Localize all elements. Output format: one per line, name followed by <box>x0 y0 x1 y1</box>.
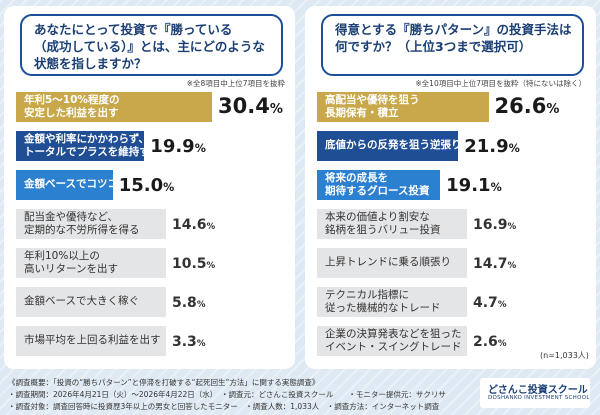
bar-value-2: 21.9% <box>464 136 520 157</box>
sample-size-label: (n=1,033人) <box>540 351 589 360</box>
right-note: ※全10項目中上位7項目を抜粋（特にないは除く） <box>415 79 586 88</box>
logo-subtitle: DOSHANKO INVESTMENT SCHOOL <box>488 395 590 401</box>
bar-7 <box>317 326 467 356</box>
bar-7 <box>16 326 166 356</box>
bar-3 <box>317 170 441 200</box>
bar-value-3: 15.0% <box>118 175 175 196</box>
bar-value-3: 19.1% <box>446 175 502 196</box>
school-logo: どさんこ投資スクール DOSHANKO INVESTMENT SCHOOL <box>480 378 590 408</box>
footer-line-3: ・調査対象：調査回答時に投資歴3年以上の男女と回答したモニター ・調査人数：1,… <box>8 402 440 411</box>
bar-label-6: 金額ベースで大きく稼ぐ <box>24 295 139 307</box>
bar-label-5: 上昇トレンドに乗る順張り <box>325 256 451 268</box>
right-chart-panel: 得意とする『勝ちパターン』の投資手法は 何ですか？（上位3つまで選択可） ※全1… <box>305 6 596 369</box>
bar-label-5: 年利10%以上の 高いリターンを出す <box>24 250 118 275</box>
bar-label-3: 金額ベースでコツコツ稼ぐ <box>24 178 150 190</box>
bar-label-6: テクニカル指標に 従った機械的なトレード <box>325 289 441 314</box>
bar-value-1: 30.4% <box>218 94 283 118</box>
left-note: ※全8項目中上位7項目を抜粋 <box>186 79 285 88</box>
left-question-text: あなたにとって投資で『勝っている （成功している）』とは、主にどのような 状態を… <box>34 22 265 71</box>
bar-value-7: 2.6% <box>473 334 507 350</box>
bar-5 <box>317 248 467 278</box>
bar-label-1: 高配当や優待を狙う 長期保有・積立 <box>325 94 420 119</box>
bar-2 <box>317 131 459 161</box>
bar-2 <box>16 131 145 161</box>
bar-value-4: 14.6% <box>172 217 216 233</box>
bar-value-1: 26.6% <box>494 94 560 118</box>
right-question-text: 得意とする『勝ちパターン』の投資手法は 何ですか？（上位3つまで選択可） <box>335 22 572 54</box>
bar-value-6: 4.7% <box>473 295 507 311</box>
bar-value-5: 10.5% <box>172 256 216 272</box>
bar-6 <box>16 287 166 317</box>
bar-label-4: 配当金や優待など、 定期的な不労所得を得る <box>24 211 140 236</box>
bar-value-7: 3.3% <box>172 334 206 350</box>
bar-6 <box>317 287 467 317</box>
bar-4 <box>317 209 467 239</box>
bar-value-6: 5.8% <box>172 295 206 311</box>
footer-line-1: 《調査概要：「投資の“勝ちパターン”と停滞を打破する“起死回生”方法」に関する実… <box>8 378 320 387</box>
bar-value-4: 16.9% <box>473 217 517 233</box>
bar-label-2: 金額や利率にかかわらず、 トータルでプラスを維持する <box>24 133 161 158</box>
right-question-box: 得意とする『勝ちパターン』の投資手法は 何ですか？（上位3つまで選択可） <box>321 14 584 76</box>
bar-label-7: 市場平均を上回る利益を出す <box>24 334 161 346</box>
bar-label-3: 将来の成長を 期待するグロース投資 <box>325 172 430 197</box>
logo-name: どさんこ投資スクール <box>488 385 588 396</box>
footer-line-2: ・調査期間：2026年4月21日（火）〜2026年4月22日（水） ・調査元：ど… <box>8 390 446 399</box>
survey-footer: 《調査概要：「投資の“勝ちパターン”と停滞を打破する“起死回生”方法」に関する実… <box>8 377 446 413</box>
left-chart-panel: あなたにとって投資で『勝っている （成功している）』とは、主にどのような 状態を… <box>4 6 295 369</box>
bar-3 <box>16 170 113 200</box>
bar-value-2: 19.9% <box>150 136 206 157</box>
bar-label-4: 本来の価値より割安な 銘柄を狙うバリュー投資 <box>325 211 441 236</box>
bar-label-2: 底値からの反発を狙う逆張り <box>325 139 462 151</box>
bar-1 <box>16 92 212 122</box>
left-question-box: あなたにとって投資で『勝っている （成功している）』とは、主にどのような 状態を… <box>20 14 283 76</box>
bar-4 <box>16 209 166 239</box>
bar-5 <box>16 248 166 278</box>
bar-1 <box>317 92 489 122</box>
bar-value-5: 14.7% <box>473 256 517 272</box>
bar-label-1: 年利5〜10%程度の 安定した利益を出す <box>24 94 120 119</box>
bar-label-7: 企業の決算発表などを狙った イベント・スイングトレード <box>325 328 462 353</box>
